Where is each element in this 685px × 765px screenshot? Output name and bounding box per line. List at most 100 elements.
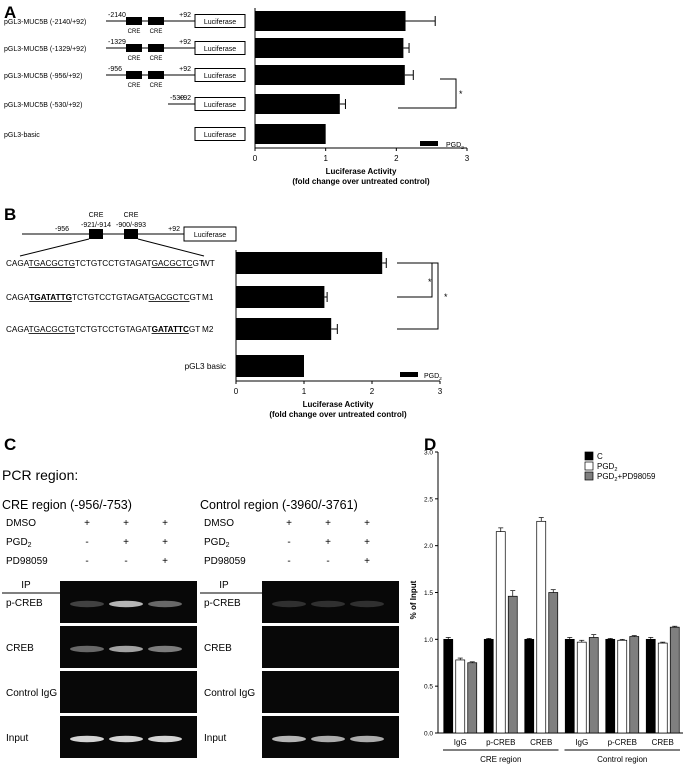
sequence-segment: GACGCTC [152, 259, 193, 268]
cre-label: CRE [128, 83, 141, 89]
treatment-sign: + [364, 518, 370, 529]
legend-label: PGD2 [597, 462, 617, 473]
treatment-sign: + [325, 518, 331, 529]
luciferase-label: Luciferase [204, 132, 236, 139]
treatment-sign: + [364, 537, 370, 548]
sequence-segment: CAGA [6, 259, 30, 268]
gel-band [109, 645, 143, 653]
panel-letter-c: C [4, 435, 16, 454]
sequence-label: CAGATGATATTGTCTGTCCTGTAGATGACGCTCGT [6, 293, 201, 302]
bar [495, 531, 506, 734]
bar [443, 638, 454, 734]
legend-label: PGD2+PD98059 [597, 472, 656, 483]
region-title: Control region (-3960/-3761) [200, 498, 358, 512]
construct-label: pGL3-MUC5B (-1329/+92) [4, 46, 86, 53]
x-tick-label: 2 [394, 154, 399, 163]
cre-label: CRE [150, 83, 163, 89]
y-tick-label: 0.0 [424, 731, 433, 738]
bar [236, 318, 332, 340]
y-tick-label: 0.5 [424, 684, 433, 691]
cre-label: CRE [150, 56, 163, 62]
x-tick-label: CREB [530, 738, 552, 747]
legend-swatch [584, 461, 594, 471]
legend-swatch [400, 372, 418, 377]
x-tick-label: p-CREB [608, 738, 637, 747]
bar [524, 638, 535, 734]
luciferase-label: Luciferase [194, 232, 226, 239]
bar [605, 638, 616, 734]
sequence-label: CAGATGACGCTGTCTGTCCTGTAGATGATATTCGT [6, 325, 200, 334]
sequence-segment: TCTGTCCTGTAGAT [72, 293, 149, 302]
gel-band [148, 600, 182, 608]
bar [669, 626, 680, 734]
ip-label: IP [219, 580, 229, 591]
treatment-sign: + [123, 518, 129, 529]
cre-box [148, 71, 164, 79]
treatment-label: DMSO [6, 518, 36, 529]
bar [564, 638, 575, 734]
cre1-label: CRE [89, 212, 104, 219]
cre-box [148, 17, 164, 25]
gel-band [350, 600, 384, 608]
significance-star: * [444, 292, 448, 302]
bar [548, 592, 559, 734]
treatment-sign: - [287, 537, 290, 548]
construct-name: M1 [202, 293, 214, 302]
legend-label: PGD2 [424, 373, 442, 382]
treatment-label: DMSO [204, 518, 234, 529]
zoom-line [137, 238, 205, 257]
luciferase-box [194, 127, 246, 141]
gel-row-label: Control IgG [204, 688, 255, 699]
bar [255, 11, 406, 31]
x-tick-label: 0 [234, 387, 239, 396]
treatment-sign: - [85, 537, 88, 548]
bar [645, 638, 656, 734]
bar [629, 636, 640, 734]
construct-name: WT [202, 259, 215, 268]
x-axis-sublabel: (fold change over untreated control) [292, 177, 430, 186]
treatment-label: PGD2 [204, 537, 230, 549]
group-label: Control region [597, 755, 647, 764]
sequence-segment: GT [193, 259, 204, 268]
legend-label: C [597, 452, 603, 461]
treatment-label: PGD2 [6, 537, 32, 549]
luciferase-label: Luciferase [204, 19, 236, 26]
panel-a: 0 1 2 3 Luciferase Activity(fold change over… [4, 8, 470, 186]
luciferase-label: Luciferase [204, 46, 236, 53]
legend-swatch [584, 471, 594, 481]
bar [536, 520, 547, 734]
bar [255, 65, 405, 85]
gel-band [109, 600, 143, 608]
panel-b: 0 1 2 3 Luciferase Activity(fold change over… [6, 212, 448, 419]
region-title: CRE region (-956/-753) [2, 498, 132, 512]
x-tick-label: 3 [465, 154, 470, 163]
gel-band [70, 600, 104, 608]
gel-row-label: p-CREB [204, 598, 241, 609]
y-tick-label: 1.5 [424, 590, 433, 597]
bar [236, 286, 325, 308]
treatment-sign: - [85, 556, 88, 567]
bar [236, 355, 304, 377]
bar [483, 638, 494, 734]
luciferase-label: Luciferase [204, 102, 236, 109]
promoter-start: -956 [108, 66, 122, 73]
promoter-end: +92 [179, 95, 191, 102]
sequence-segment: TCTGTCCTGTAGAT [75, 259, 152, 268]
sequence-label: pGL3 basic [185, 362, 226, 371]
x-tick-label: IgG [454, 738, 467, 747]
treatment-sign: - [124, 556, 127, 567]
cre-label: CRE [150, 29, 163, 35]
gel-band [311, 600, 345, 608]
significance-bracket-1 [397, 262, 433, 298]
panel-letter-d: D [424, 435, 436, 454]
gel-row-label: Control IgG [6, 688, 57, 699]
bar [467, 662, 478, 734]
treatment-sign: - [287, 556, 290, 567]
x-tick-label: CREB [652, 738, 674, 747]
bar [236, 252, 383, 274]
panel-letter-a: A [4, 3, 16, 22]
gel-image [60, 671, 197, 713]
gel-row-label: p-CREB [6, 598, 43, 609]
gel-band [70, 735, 104, 743]
treatment-sign: - [326, 556, 329, 567]
